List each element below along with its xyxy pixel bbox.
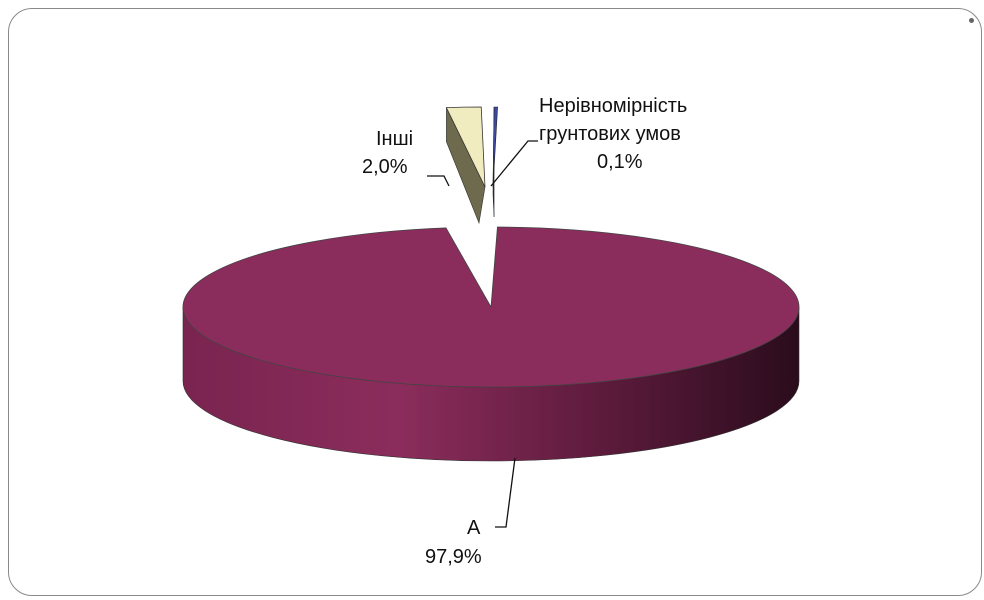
slice-other	[445, 106, 486, 188]
value-uneven-soil: 0,1%	[597, 151, 643, 173]
corner-dot	[969, 18, 974, 23]
leader-line-other	[427, 175, 450, 187]
leader-line-a	[495, 457, 516, 528]
value-other: 2,0%	[362, 156, 408, 178]
slice-a	[182, 226, 800, 388]
value-a: 97,9%	[425, 546, 482, 568]
leader-line-uneven-soil	[490, 140, 538, 187]
label-uneven-soil-line2: грунтових умов	[539, 123, 681, 145]
label-a: А	[467, 517, 481, 539]
label-uneven-soil-line1: Нерівномірність	[539, 95, 687, 117]
slice-uneven-soil	[492, 106, 498, 188]
label-other: Інші	[376, 128, 413, 150]
